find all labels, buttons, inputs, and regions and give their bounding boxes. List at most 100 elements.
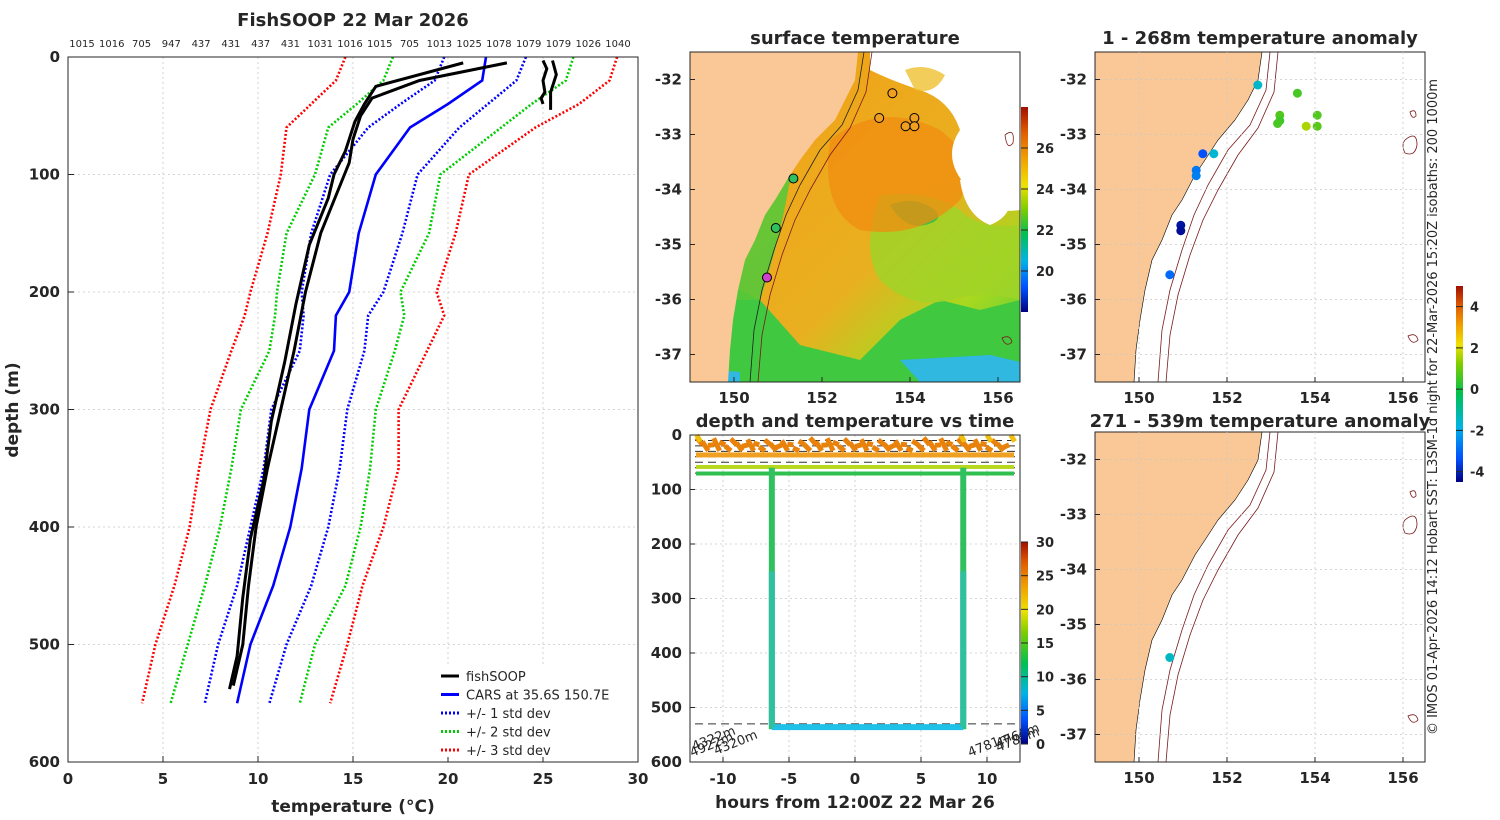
tow-segment — [871, 444, 880, 453]
top-depth-label: 1016 — [99, 39, 124, 50]
depth-y-tick-label: 600 — [651, 753, 682, 771]
anomaly-deep-map — [1095, 432, 1419, 762]
series-line — [140, 56, 347, 704]
map-x-tick-label: 156 — [1387, 389, 1418, 407]
anomaly-point — [1301, 121, 1311, 131]
tow-segment — [763, 437, 773, 447]
legend-label: fishSOOP — [466, 670, 526, 685]
timeseries-colorbar: 0 5 10 15 20 25 30 — [1021, 536, 1054, 753]
map-x-tick-label: 150 — [1123, 389, 1154, 407]
tow-segment — [888, 442, 897, 450]
x-tick-label: 5 — [158, 770, 168, 788]
map-y-tick-label: -37 — [1060, 346, 1087, 364]
observation-point — [909, 113, 920, 123]
profile-series — [140, 56, 619, 704]
profile-legend: fishSOOP CARS at 35.6S 150.7E +/- 1 std de… — [434, 665, 630, 759]
tow-segment — [961, 441, 972, 453]
tow-segment — [893, 439, 904, 453]
profile-panel: FishSOOP 22 Mar 2026 1015 1016 705 947 437 43… — [3, 10, 648, 817]
colorbar-tick-label: 15 — [1036, 637, 1054, 652]
tow-segment — [802, 443, 813, 453]
legend-label: CARS at 35.6S 150.7E — [466, 689, 609, 704]
tow-segment — [858, 438, 870, 452]
colorbar-tick-label: 20 — [1036, 265, 1054, 280]
tow-segment — [876, 437, 886, 447]
profile-xlabel: temperature (°C) — [271, 797, 435, 817]
tow-segment — [900, 441, 908, 448]
tow-segment — [711, 437, 722, 452]
tow-segment — [968, 442, 976, 449]
x-tick-label: 20 — [438, 770, 459, 788]
tow-segment — [866, 440, 874, 448]
fishsoop-line — [228, 61, 464, 690]
anomaly-shallow-title: 1 - 268m temperature anomaly — [1102, 28, 1418, 49]
anomaly-shallow-panel: 1 - 268m temperature anomaly 150 152 154 15… — [1060, 28, 1484, 482]
tow-segment — [824, 437, 836, 452]
depth-y-tick-label: 0 — [672, 426, 682, 444]
top-depth-label: 1016 — [337, 39, 362, 50]
colorbar-tick-label: 10 — [1036, 671, 1054, 686]
y-tick-label: 100 — [29, 166, 60, 184]
legend-label: +/- 1 std dev — [466, 707, 551, 722]
colorbar-tick-label: 2 — [1470, 342, 1479, 357]
tow-segment — [950, 443, 960, 453]
map-y-tick-label: -37 — [655, 346, 682, 364]
colorbar-tick-label: 5 — [1036, 704, 1045, 719]
anomaly-point — [1191, 171, 1201, 181]
tow-segment — [700, 440, 711, 453]
tow-segment — [797, 438, 807, 447]
sst-panel: surface temperature 150 152 154 156-3 — [655, 28, 1054, 407]
colorbar-tick-label: 4 — [1470, 301, 1479, 316]
x-tick-label: 30 — [628, 770, 649, 788]
map-y-tick-label: -34 — [1060, 561, 1087, 579]
colorbar-tick-label: 24 — [1036, 183, 1054, 198]
observation-point — [887, 88, 898, 99]
colorbar-tick-label: 20 — [1036, 603, 1054, 618]
map-y-tick-label: -35 — [1060, 616, 1087, 634]
series-line — [203, 56, 446, 704]
tow-segment — [813, 440, 824, 453]
anomaly-point — [1198, 149, 1208, 159]
legend-label: +/- 2 std dev — [466, 726, 551, 741]
top-depth-label: 437 — [192, 39, 211, 50]
anomaly-point — [1312, 110, 1322, 120]
tow-track — [696, 452, 1014, 458]
tow-segment — [768, 442, 779, 453]
tow-segment — [1002, 442, 1011, 450]
map-y-tick-label: -32 — [1060, 71, 1087, 89]
tow-segment — [836, 443, 847, 453]
top-depth-label: 1026 — [575, 39, 600, 50]
timeseries-title: depth and temperature vs time — [696, 411, 1015, 432]
anomaly-colorbar: 4 2 0 -2 -4 — [1456, 286, 1484, 482]
time-x-tick-label: -10 — [709, 770, 736, 788]
anomaly-point — [1253, 80, 1263, 90]
map-y-tick-label: -33 — [1060, 506, 1087, 524]
tow-segment — [984, 433, 994, 443]
tow-segment — [934, 442, 942, 448]
tow-segment — [741, 442, 749, 449]
tow-segment — [752, 440, 761, 448]
map-y-tick-label: -34 — [1060, 181, 1087, 199]
top-depth-label: 437 — [251, 39, 270, 50]
map-x-tick-label: 156 — [982, 389, 1013, 407]
anomaly-point — [1292, 88, 1302, 98]
tow-segment — [995, 442, 1006, 453]
observation-point — [770, 223, 781, 233]
map-x-tick-label: 154 — [1299, 389, 1330, 407]
map-y-tick-label: -36 — [1060, 671, 1087, 689]
anomaly-shallow-map — [1095, 52, 1419, 382]
tow-segment — [694, 433, 703, 443]
y-tick-label: 300 — [29, 401, 60, 419]
top-depth-label: 1025 — [456, 39, 481, 50]
tow-segment — [723, 443, 733, 453]
map-y-tick-label: -32 — [1060, 451, 1087, 469]
anomaly-point — [1165, 270, 1175, 280]
tow-segment — [905, 445, 914, 454]
colorbar-tick-label: 30 — [1036, 536, 1054, 551]
depth-y-tick-label: 200 — [651, 535, 682, 553]
colorbar-tick-label: 26 — [1036, 142, 1054, 157]
anomaly-deep-panel: 271 - 539m temperature anomaly 150 152 154… — [1060, 411, 1431, 787]
observation-point — [909, 121, 920, 132]
